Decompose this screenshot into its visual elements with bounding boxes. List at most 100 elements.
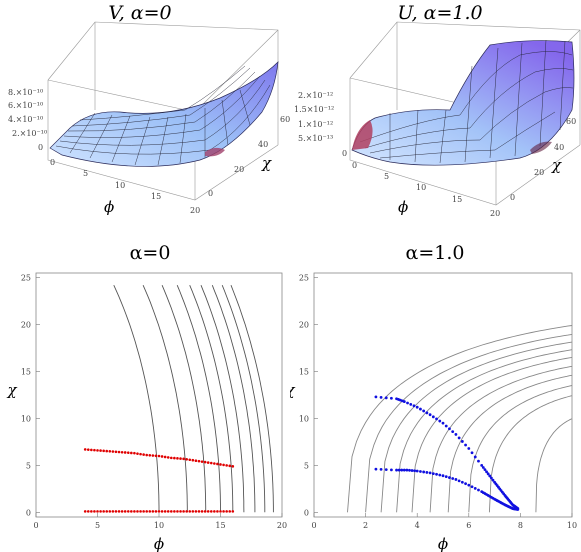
y-tick-label: 5 bbox=[26, 461, 31, 470]
data-point bbox=[408, 468, 411, 472]
y-tick-label: 0 bbox=[304, 508, 309, 517]
contour-line bbox=[221, 285, 266, 513]
data-point bbox=[151, 510, 155, 513]
plot-frame bbox=[313, 272, 573, 518]
contour-a0-title: α=0 bbox=[129, 242, 171, 264]
data-point bbox=[489, 476, 493, 480]
data-point bbox=[142, 510, 145, 513]
surface-u-ridge bbox=[352, 120, 373, 150]
contour-line bbox=[176, 285, 221, 513]
v-xtick-3: 15 bbox=[151, 192, 161, 201]
data-point bbox=[460, 440, 464, 443]
u-xtick-1: 5 bbox=[384, 172, 389, 181]
data-point bbox=[209, 510, 213, 513]
data-point bbox=[402, 468, 406, 472]
data-point bbox=[197, 510, 201, 513]
v-xlabel: ϕ bbox=[104, 198, 114, 216]
data-point bbox=[194, 510, 198, 513]
contour-line bbox=[211, 285, 256, 513]
contour-line bbox=[380, 341, 573, 513]
y-tick-label: 25 bbox=[21, 274, 31, 283]
contour-line bbox=[200, 285, 245, 513]
u-ztick-1: 1.5×10⁻¹² bbox=[294, 105, 334, 114]
v-ztick-3: 2.×10⁻¹⁰ bbox=[12, 129, 47, 138]
data-point bbox=[374, 467, 378, 471]
data-point bbox=[516, 508, 520, 511]
data-point bbox=[185, 510, 188, 513]
v-xtick-0: 0 bbox=[50, 158, 55, 167]
data-point bbox=[182, 457, 185, 461]
u-ytick-1: 20 bbox=[534, 168, 544, 177]
data-point bbox=[441, 421, 445, 425]
v-ytick-0: 0 bbox=[208, 189, 213, 198]
data-point bbox=[139, 452, 142, 456]
data-point bbox=[188, 510, 192, 513]
contour-line bbox=[429, 365, 573, 513]
contour-line bbox=[189, 285, 234, 513]
data-point bbox=[191, 458, 195, 462]
y-tick-label: 0 bbox=[26, 508, 31, 517]
contour-a1-svg: 0 2 4 6 8 10 0 5 10 15 20 25 ϕ χ bbox=[290, 272, 577, 552]
data-point bbox=[390, 396, 393, 400]
data-point bbox=[486, 472, 490, 476]
contour-plot-alpha0: α=0 0 5 10 15 20 0 5 10 15 20 25 ϕ χ bbox=[0, 240, 290, 552]
x-tick-label: 6 bbox=[466, 521, 471, 530]
x-tick-label: 10 bbox=[567, 521, 577, 530]
contour-a1-title: α=1.0 bbox=[405, 242, 465, 264]
x-tick-label: 5 bbox=[95, 521, 100, 530]
data-point bbox=[133, 510, 136, 513]
data-point bbox=[457, 479, 461, 483]
surface-plot-u: U, α=1.0 bbox=[290, 0, 581, 235]
x-axis-label: ϕ bbox=[154, 535, 164, 552]
data-point bbox=[409, 402, 413, 406]
data-point bbox=[93, 448, 96, 452]
data-point bbox=[96, 510, 99, 513]
data-point bbox=[454, 433, 458, 436]
contour-line bbox=[161, 285, 207, 513]
surface-plot-v: V, α=0 bbox=[0, 0, 290, 235]
data-point bbox=[200, 510, 204, 513]
data-point bbox=[99, 449, 102, 452]
data-point bbox=[213, 510, 216, 513]
data-point bbox=[203, 510, 207, 513]
u-ytick-2: 40 bbox=[554, 143, 564, 152]
data-point bbox=[136, 452, 139, 455]
contour-line bbox=[142, 285, 188, 513]
surface-v-dip bbox=[205, 147, 225, 157]
v-xtick-4: 20 bbox=[190, 206, 200, 215]
v-ylabel: χ bbox=[261, 154, 272, 172]
plot-frame bbox=[35, 272, 283, 518]
contour-line bbox=[347, 325, 573, 513]
data-point bbox=[231, 465, 235, 468]
data-point bbox=[126, 451, 130, 455]
data-point bbox=[145, 510, 148, 513]
data-point bbox=[491, 478, 495, 482]
data-point bbox=[216, 462, 219, 466]
data-point bbox=[422, 409, 426, 413]
u-ztick-4: 0 bbox=[342, 149, 347, 158]
u-ztick-0: 2.×10⁻¹² bbox=[298, 91, 333, 100]
data-point bbox=[120, 450, 124, 454]
data-point bbox=[448, 427, 451, 431]
data-point bbox=[99, 510, 102, 513]
data-point bbox=[148, 510, 152, 513]
v-xtick-2: 10 bbox=[115, 181, 125, 190]
data-point bbox=[444, 475, 448, 479]
data-point bbox=[464, 443, 467, 447]
data-point bbox=[148, 453, 152, 457]
contour-line bbox=[488, 395, 573, 513]
u-xtick-0: 0 bbox=[352, 161, 357, 170]
data-point bbox=[90, 448, 93, 452]
data-point bbox=[154, 510, 158, 513]
u-ztick-3: 5.×10⁻¹³ bbox=[298, 134, 333, 143]
x-tick-label: 4 bbox=[415, 521, 420, 530]
data-point bbox=[464, 482, 467, 486]
data-point bbox=[166, 510, 170, 513]
data-point bbox=[108, 510, 112, 513]
data-point bbox=[422, 470, 426, 474]
data-point bbox=[170, 510, 173, 513]
data-point bbox=[136, 510, 139, 513]
surface-v-title: V, α=0 bbox=[108, 2, 172, 24]
data-point bbox=[425, 411, 429, 415]
u-xtick-2: 10 bbox=[416, 183, 426, 192]
